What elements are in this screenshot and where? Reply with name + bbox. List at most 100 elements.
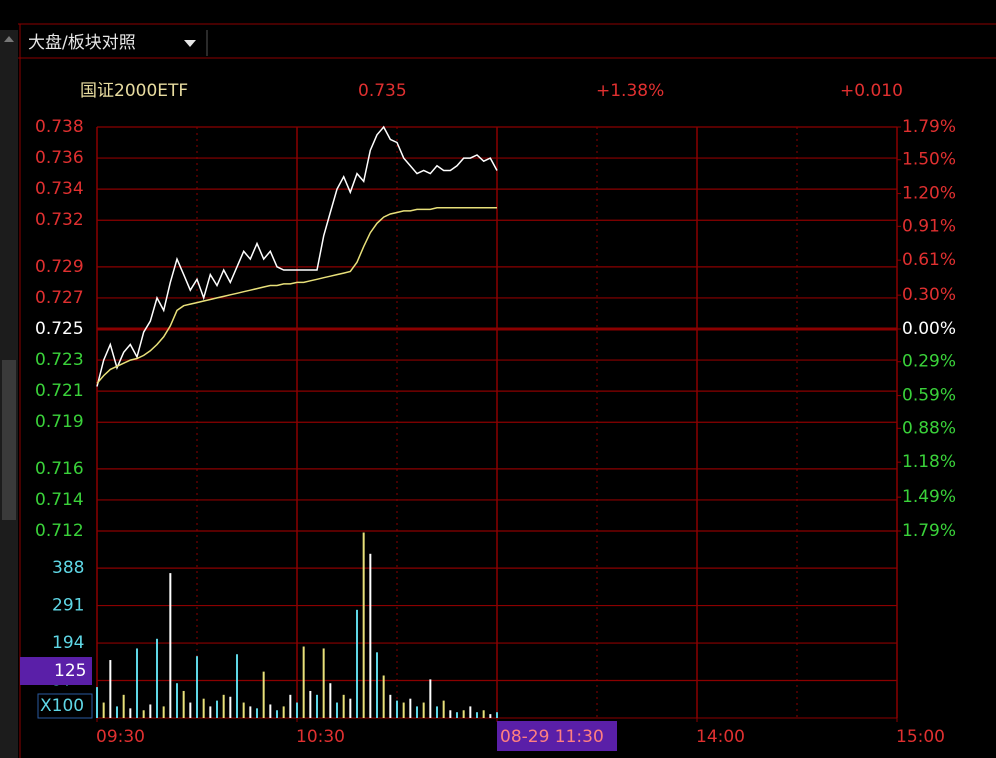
price: 0.735 [358, 81, 407, 101]
y-tick-label: 291 [52, 596, 84, 616]
y2-tick-label: 0.61% [902, 250, 956, 270]
volume-bar [316, 694, 318, 718]
y2-tick-label: 1.79% [902, 521, 956, 541]
cursor-box [20, 657, 92, 685]
volume-bar [229, 696, 232, 718]
y-tick-label: 0.738 [35, 117, 84, 137]
y-tick-label: 0.729 [35, 257, 84, 277]
volume-bar [269, 704, 272, 718]
volume-bar [442, 700, 445, 718]
volume-bar [416, 706, 418, 718]
y2-tick-label: 1.18% [902, 452, 956, 472]
y-tick-label: 0.732 [35, 210, 84, 230]
volume-bar [449, 710, 452, 718]
volume-bar [202, 698, 205, 718]
cursor-label: 125 [54, 661, 86, 681]
volume-bar [176, 683, 178, 718]
volume-bar [196, 656, 198, 718]
volume-bar [482, 710, 485, 718]
volume-bar [96, 687, 98, 718]
volume-bar [456, 712, 458, 718]
cursor-time-box [497, 721, 617, 751]
volume-bar [249, 706, 252, 718]
volume-bar [296, 702, 298, 718]
x-tick-label: 14:00 [696, 727, 745, 747]
volume-bar [402, 702, 405, 718]
volume-bar [236, 654, 238, 718]
volume-bar [156, 638, 158, 718]
volume-bar [189, 702, 192, 718]
volume-bar [309, 690, 312, 718]
y-tick-label: 0.712 [35, 521, 84, 541]
y2-tick-label: 1.79% [902, 117, 956, 137]
volume-bar [422, 702, 425, 718]
y2-tick-label: 0.59% [902, 386, 956, 406]
volume-bar [429, 679, 432, 718]
volume-bar [489, 714, 492, 718]
volume-bar [382, 675, 385, 718]
y2-tick-label: 0.91% [902, 216, 956, 236]
y2-tick-label: 0.29% [902, 352, 956, 372]
volume-bar [136, 648, 138, 718]
change-pct: +1.38% [596, 81, 664, 101]
volume-bar [102, 702, 105, 718]
volume-bar [149, 704, 152, 718]
y2-tick-label: 0.88% [902, 418, 956, 438]
y2-tick-label: 0.30% [902, 285, 956, 305]
volume-bar [322, 648, 325, 718]
x-tick-label: 10:30 [296, 727, 345, 747]
volume-bar [142, 710, 145, 718]
volume-bar [242, 702, 245, 718]
y-tick-label: 0.727 [35, 288, 84, 308]
volume-bar [369, 553, 372, 718]
volume-bar [216, 700, 218, 718]
y2-tick-label: 0.00% [902, 319, 956, 339]
y-tick-label: 0.714 [35, 490, 84, 510]
y-tick-label: 0.716 [35, 459, 84, 479]
x-tick-label: 08-29 11:30 [500, 727, 604, 747]
scroll-thumb[interactable] [2, 360, 16, 520]
volume-bar [342, 694, 345, 718]
volume-bar [329, 683, 332, 718]
volume-bar [282, 706, 285, 718]
y-tick-label: 388 [52, 558, 84, 578]
volume-bar [222, 694, 225, 718]
volume-bar [209, 706, 212, 718]
volume-bar [376, 652, 378, 718]
y2-tick-label: 1.50% [902, 150, 956, 170]
volume-bar [289, 694, 292, 718]
y2-tick-label: 1.49% [902, 487, 956, 507]
volume-bar [349, 698, 352, 718]
volume-bar [182, 690, 185, 718]
volume-bar [496, 712, 498, 718]
volume-bar [396, 700, 398, 718]
volume-bar [122, 694, 125, 718]
volume-bar [169, 573, 172, 718]
volume-bar [469, 706, 472, 718]
volume-bar [276, 710, 278, 718]
volume-bar [356, 609, 358, 718]
unit-box [37, 693, 93, 719]
x-tick-label: 15:00 [896, 727, 945, 747]
volume-bar [389, 694, 392, 718]
y-tick-label: 0.725 [35, 319, 84, 339]
y-tick-label: 0.736 [35, 148, 84, 168]
dropdown-arrow[interactable] [184, 40, 196, 47]
volume-bar [109, 660, 112, 718]
volume-bar [302, 646, 305, 718]
price-line [96, 207, 497, 384]
change: +0.010 [840, 81, 903, 101]
volume-bar [116, 706, 118, 718]
toolbar-title[interactable]: 大盘/板块对照 [28, 33, 136, 53]
security-name: 国证2000ETF [80, 81, 188, 101]
y-tick-label: 0.721 [35, 381, 84, 401]
volume-bar [409, 698, 412, 718]
scroll-up[interactable] [4, 36, 14, 42]
volume-bar [162, 706, 165, 718]
price-line [96, 125, 498, 387]
volume-bar [436, 706, 438, 718]
y-tick-label: 0.734 [35, 179, 84, 199]
y2-tick-label: 1.20% [902, 184, 956, 204]
